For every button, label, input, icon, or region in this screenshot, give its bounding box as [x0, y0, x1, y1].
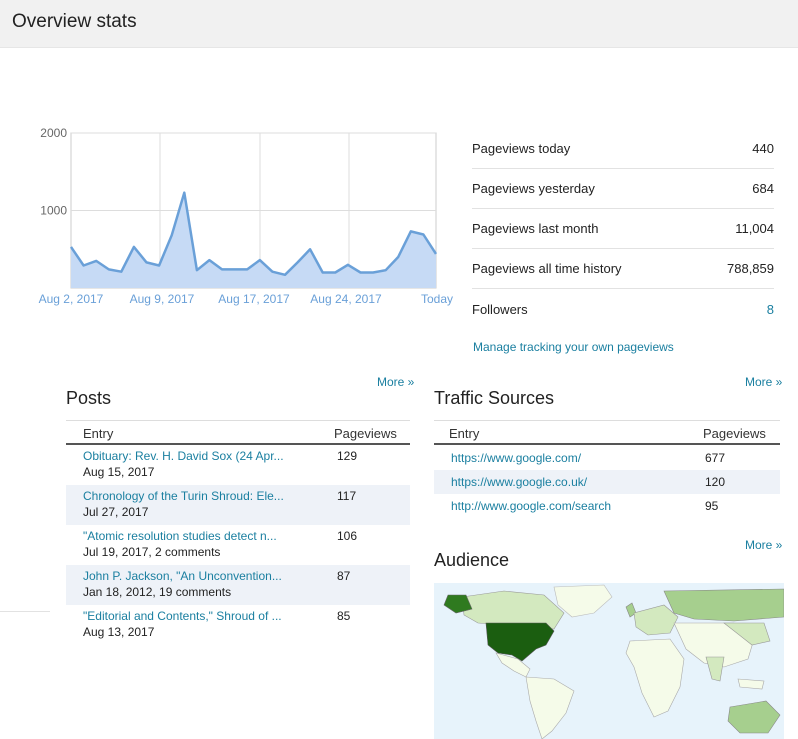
posts-table-header: Entry Pageviews — [66, 420, 410, 445]
stat-value: 684 — [752, 181, 774, 196]
chart-svg: 2000 1000 Aug 2, 2017 Aug 9, 2017 Aug 17, 20… — [39, 126, 453, 306]
stat-row-last-month: Pageviews last month 11,004 — [472, 209, 774, 249]
series-line — [69, 191, 438, 277]
x-tick-label: Aug 9, 2017 — [130, 292, 195, 306]
post-views: 85 — [337, 609, 351, 623]
post-meta: Aug 15, 2017 — [83, 465, 155, 479]
posts-more-link[interactable]: More » — [377, 375, 415, 389]
russia-shape — [663, 588, 784, 622]
stat-label: Pageviews today — [472, 141, 571, 156]
post-title-link[interactable]: Chronology of the Turin Shroud: Ele... — [83, 489, 284, 503]
followers-link[interactable]: 8 — [766, 301, 774, 317]
stat-label: Pageviews yesterday — [472, 181, 595, 196]
col-pageviews: Pageviews — [334, 426, 397, 441]
x-tick-label: Aug 2, 2017 — [39, 292, 104, 306]
stat-row-followers: Followers 8 — [472, 289, 774, 329]
stat-value: 440 — [752, 141, 774, 156]
post-row: "Editorial and Contents," Shroud of ... … — [66, 605, 410, 645]
stat-label: Pageviews last month — [472, 221, 599, 236]
col-entry: Entry — [449, 426, 480, 441]
post-row: Chronology of the Turin Shroud: Ele... J… — [66, 485, 410, 525]
south-america-shape — [525, 676, 575, 739]
post-views: 129 — [337, 449, 358, 463]
manage-tracking-link[interactable]: Manage tracking your own pageviews — [473, 340, 674, 354]
traffic-title: Traffic Sources — [434, 388, 555, 408]
stat-value: 11,004 — [735, 221, 774, 236]
posts-title: Posts — [66, 388, 112, 408]
post-meta: Jul 19, 2017, 2 comments — [83, 545, 221, 559]
post-title-link[interactable]: Obituary: Rev. H. David Sox (24 Apr... — [83, 449, 284, 463]
col-pageviews: Pageviews — [703, 426, 766, 441]
post-row: Obituary: Rev. H. David Sox (24 Apr... A… — [66, 445, 410, 485]
stat-value: 788,859 — [727, 261, 774, 276]
traffic-row: http://www.google.com/search 95 — [434, 494, 780, 518]
traffic-source-link[interactable]: https://www.google.com/ — [451, 451, 582, 465]
x-tick-label: Aug 24, 2017 — [310, 292, 382, 306]
post-views: 117 — [337, 489, 357, 503]
col-entry: Entry — [83, 426, 114, 441]
traffic-views: 120 — [705, 475, 726, 489]
stat-label: Followers — [472, 301, 528, 317]
pageviews-chart: 2000 1000 Aug 2, 2017 Aug 9, 2017 Aug 17, 20… — [0, 120, 460, 320]
x-tick-label: Aug 17, 2017 — [218, 292, 290, 306]
india-shape — [705, 656, 725, 682]
indonesia-shape — [737, 678, 765, 690]
y-tick-label: 1000 — [40, 204, 67, 218]
post-views: 87 — [337, 569, 351, 583]
stats-panel: Pageviews today 440 Pageviews yesterday … — [472, 129, 774, 329]
china-shape — [723, 622, 771, 646]
alaska-shape — [443, 594, 473, 614]
stat-row-yesterday: Pageviews yesterday 684 — [472, 169, 774, 209]
post-row: John P. Jackson, "An Unconvention... Jan… — [66, 565, 410, 605]
page-header: Overview stats — [0, 0, 798, 48]
divider — [0, 611, 50, 612]
australia-shape — [727, 700, 781, 734]
world-map-svg — [434, 583, 784, 739]
europe-shape — [633, 604, 679, 636]
post-title-link[interactable]: "Editorial and Contents," Shroud of ... — [83, 609, 282, 623]
stat-label: Pageviews all time history — [472, 261, 622, 276]
post-row: "Atomic resolution studies detect n... J… — [66, 525, 410, 565]
traffic-row: https://www.google.co.uk/ 120 — [434, 470, 780, 494]
usa-shape — [485, 622, 555, 662]
africa-shape — [625, 638, 685, 718]
post-meta: Aug 13, 2017 — [83, 625, 155, 639]
post-title-link[interactable]: "Atomic resolution studies detect n... — [83, 529, 277, 543]
greenland-shape — [553, 584, 613, 618]
stat-row-all-time: Pageviews all time history 788,859 — [472, 249, 774, 289]
traffic-source-link[interactable]: http://www.google.com/search — [451, 499, 612, 513]
audience-title: Audience — [434, 550, 510, 570]
traffic-source-link[interactable]: https://www.google.co.uk/ — [451, 475, 588, 489]
y-tick-label: 2000 — [40, 126, 67, 140]
page-title: Overview stats — [12, 11, 137, 32]
x-tick-label: Today — [421, 292, 453, 306]
series-area — [71, 192, 436, 288]
post-title-link[interactable]: John P. Jackson, "An Unconvention... — [83, 569, 282, 583]
audience-world-map[interactable] — [434, 583, 784, 739]
traffic-views: 95 — [705, 499, 719, 513]
traffic-views: 677 — [705, 451, 726, 465]
post-meta: Jan 18, 2012, 19 comments — [83, 585, 232, 599]
post-views: 106 — [337, 529, 358, 543]
audience-more-link[interactable]: More » — [745, 538, 783, 552]
traffic-row: https://www.google.com/ 677 — [434, 446, 780, 470]
traffic-more-link[interactable]: More » — [745, 375, 783, 389]
post-meta: Jul 27, 2017 — [83, 505, 149, 519]
traffic-table-header: Entry Pageviews — [434, 420, 780, 445]
stat-row-today: Pageviews today 440 — [472, 129, 774, 169]
